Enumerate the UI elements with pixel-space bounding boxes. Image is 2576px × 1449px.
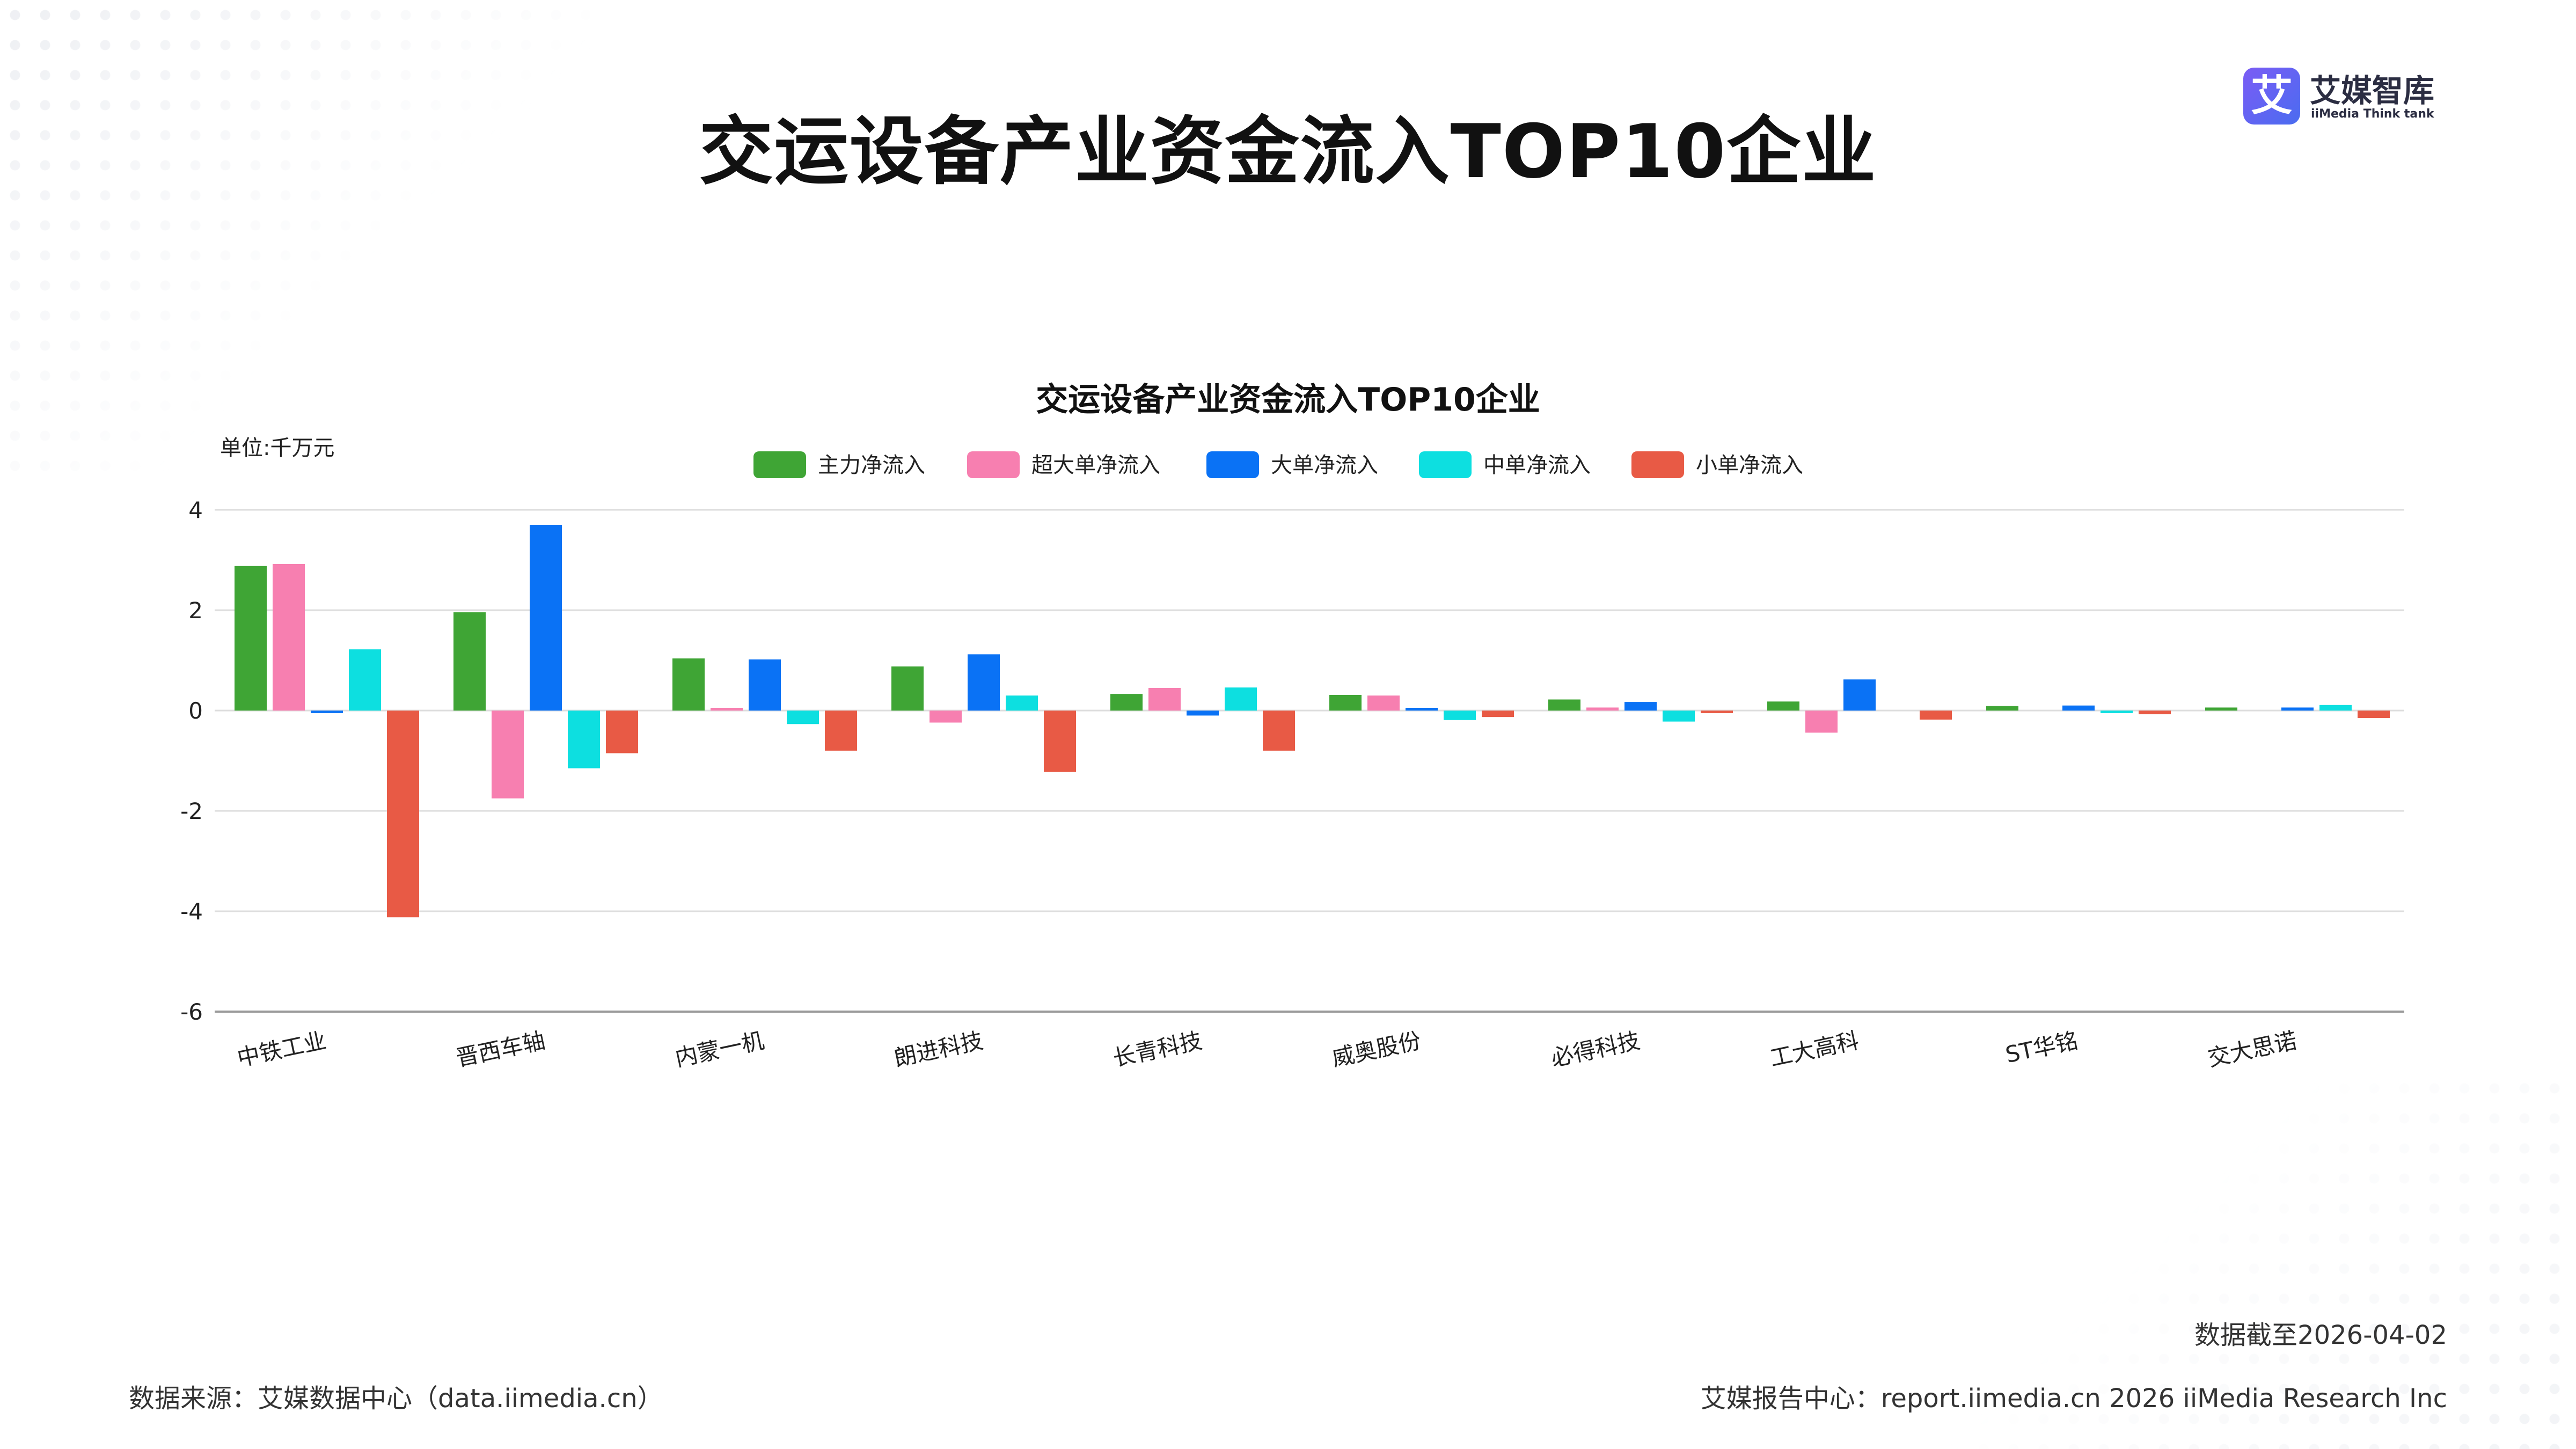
bar [311, 711, 343, 713]
bar [749, 659, 781, 711]
bar [1663, 711, 1695, 722]
background-dot-pattern [0, 0, 590, 483]
bar [968, 654, 1000, 711]
legend-label: 中单净流入 [1483, 453, 1591, 478]
bar [2358, 711, 2390, 719]
x-tick-label: 工大高科 [1768, 1027, 1862, 1072]
bar [1767, 701, 1799, 711]
bar [1110, 694, 1143, 711]
chart-legend: 主力净流入 超大单净流入 大单净流入 中单净流入 小单净流入 [753, 451, 1803, 478]
bar [825, 711, 857, 751]
y-tick-label: 4 [188, 497, 203, 523]
unit-label: 单位:千万元 [220, 436, 334, 460]
y-tick-label: -4 [180, 898, 203, 925]
x-tick-label: 内蒙一机 [673, 1027, 767, 1072]
bar [568, 711, 600, 769]
bar [2139, 711, 2171, 714]
y-tick-label: -2 [180, 798, 203, 824]
x-tick-label: 威奥股份 [1330, 1027, 1424, 1072]
bar [235, 566, 267, 711]
bar [1367, 695, 1400, 711]
chart-bars [235, 525, 2390, 918]
x-tick-label: ST华铭 [2003, 1027, 2081, 1068]
bar [1624, 702, 1657, 711]
bar [2205, 707, 2237, 711]
bar [453, 612, 486, 711]
x-tick-label: 必得科技 [1549, 1027, 1643, 1072]
legend-swatch [753, 451, 806, 478]
bar [1329, 695, 1362, 711]
bar [1406, 708, 1438, 711]
bar [1805, 711, 1838, 733]
bar [273, 564, 305, 711]
bar [2319, 705, 2352, 711]
bar [1044, 711, 1076, 772]
bar [1920, 711, 1952, 720]
bar [2101, 711, 2133, 713]
bar [1225, 687, 1257, 711]
bar [1444, 711, 1476, 720]
bar [1548, 699, 1580, 711]
legend-swatch [967, 451, 1020, 478]
y-axis: 4 2 0 -2 -4 -6 [180, 497, 203, 1025]
legend-swatch [1419, 451, 1472, 478]
chart-title: 交运设备产业资金流入TOP10企业 [1036, 381, 1540, 419]
bar [349, 649, 381, 711]
logo-icon: 艾 [2243, 68, 2300, 125]
bar [930, 711, 962, 723]
background-dot-pattern [1878, 1073, 2576, 1449]
x-tick-label: 晋西车轴 [454, 1027, 548, 1072]
logo-subtitle: iiMedia Think tank [2311, 107, 2434, 121]
bar [1986, 706, 2018, 711]
bar [387, 711, 419, 918]
bar [1586, 707, 1619, 711]
x-axis: 中铁工业 晋西车轴 内蒙一机 朗进科技 长青科技 威奥股份 必得科技 工大高科 ST华铭 交大思诺 [235, 1027, 2300, 1072]
bar [1187, 711, 1219, 716]
bar [2281, 707, 2314, 711]
bar [711, 708, 743, 711]
legend-label: 超大单净流入 [1031, 453, 1160, 478]
bar [1701, 711, 1733, 713]
bar [787, 711, 819, 724]
bar [1148, 687, 1181, 711]
x-tick-label: 交大思诺 [2206, 1027, 2300, 1072]
legend-label: 小单净流入 [1696, 453, 1803, 478]
page-title: 交运设备产业资金流入TOP10企业 [699, 108, 1877, 195]
bar [492, 711, 524, 799]
legend-swatch [1206, 451, 1259, 478]
bar [1482, 711, 1514, 718]
y-tick-label: 0 [188, 698, 203, 724]
brand-logo: 艾 艾媒智库 iiMedia Think tank [2243, 65, 2447, 125]
data-date: 数据截至2026-04-02 [2194, 1320, 2447, 1350]
data-source: 数据来源：艾媒数据中心（data.iimedia.cn） [129, 1384, 663, 1414]
bar [891, 666, 924, 711]
bar [1006, 695, 1038, 711]
report-center-credit: 艾媒报告中心：report.iimedia.cn 2026 iiMedia Re… [1700, 1384, 2447, 1414]
bar [606, 711, 638, 753]
x-tick-label: 长青科技 [1111, 1027, 1205, 1072]
x-tick-label: 中铁工业 [235, 1027, 329, 1072]
logo-name: 艾媒智库 [2310, 72, 2435, 109]
bar [2062, 705, 2095, 711]
legend-label: 主力净流入 [818, 453, 925, 478]
bar [1263, 711, 1295, 751]
y-tick-label: -6 [180, 999, 203, 1025]
bar [1843, 679, 1876, 711]
y-tick-label: 2 [188, 597, 203, 624]
bar [672, 658, 705, 711]
legend-swatch [1631, 451, 1684, 478]
bar [530, 525, 562, 711]
x-tick-label: 朗进科技 [892, 1027, 986, 1072]
legend-label: 大单净流入 [1271, 453, 1378, 478]
